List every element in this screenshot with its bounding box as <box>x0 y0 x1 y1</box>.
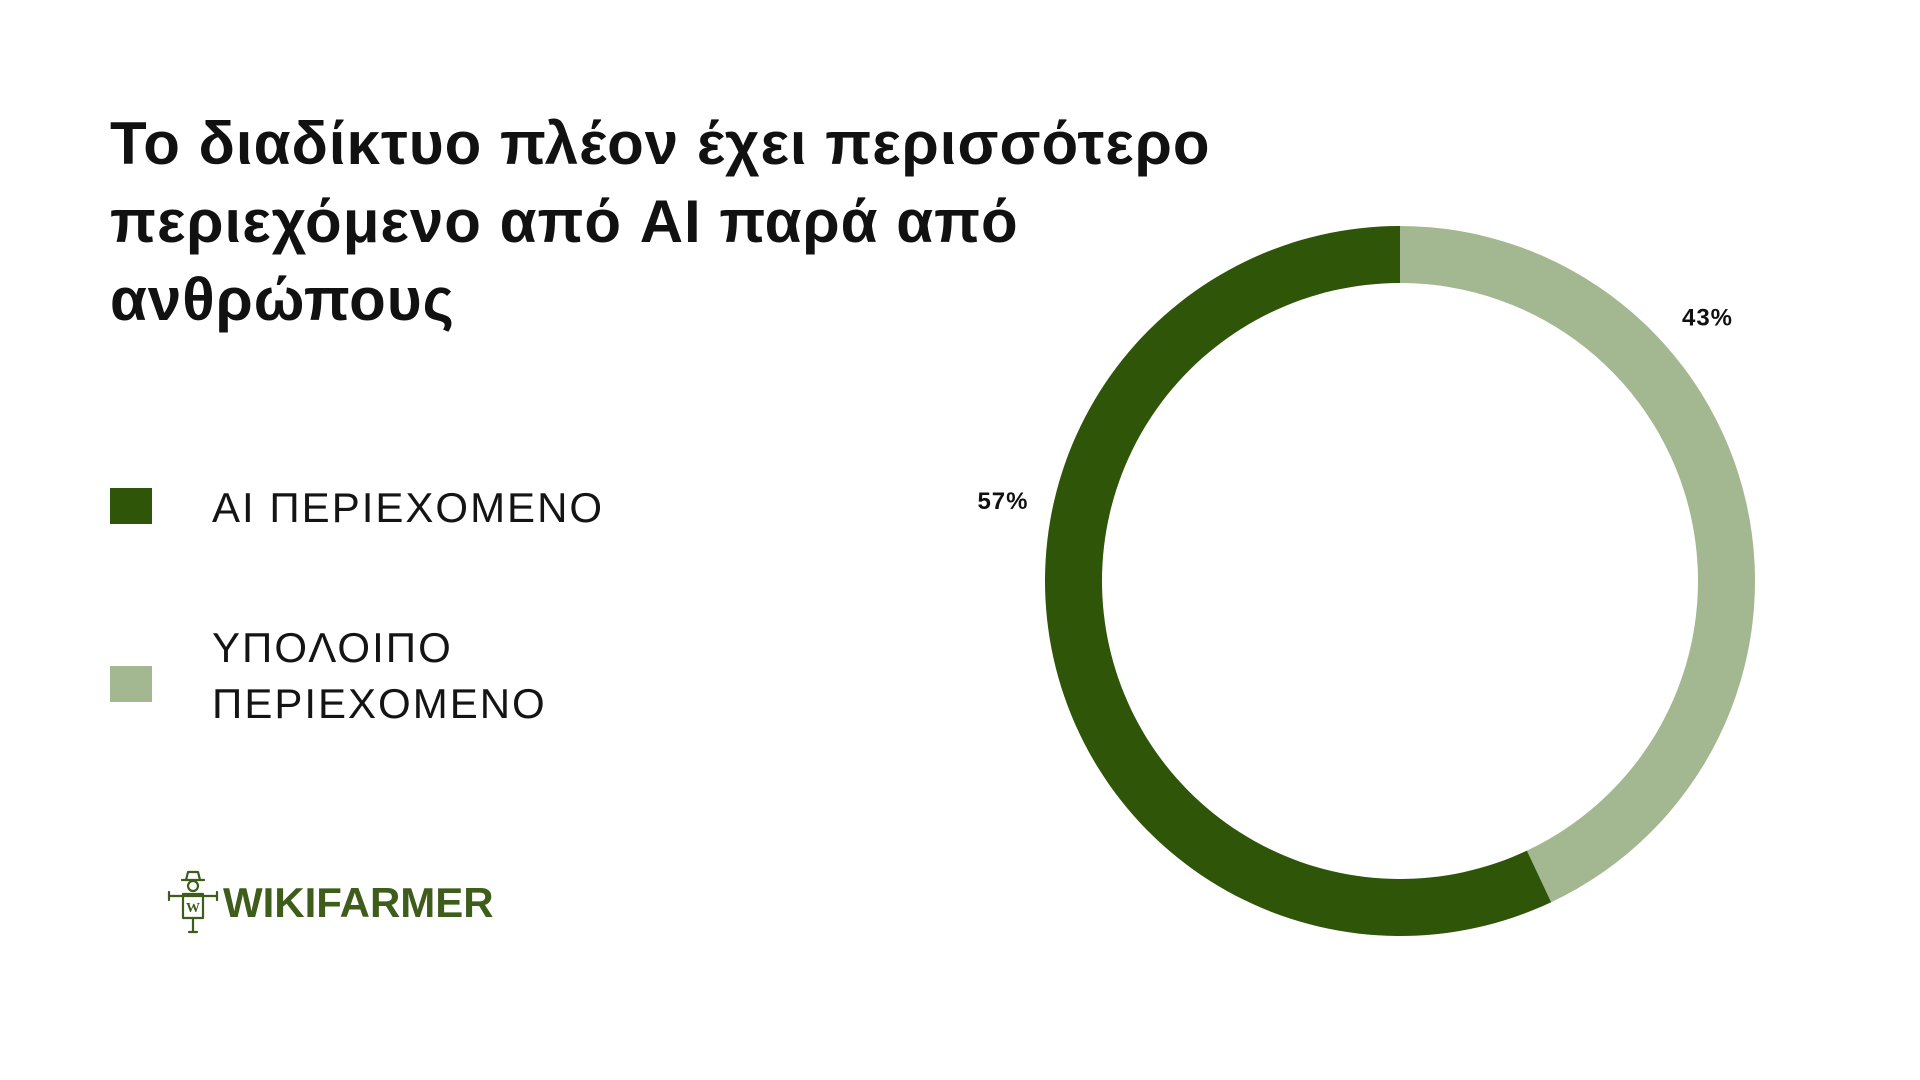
legend-label-other-content: ΥΠΟΛΟΙΠΟ ΠΕΡΙΕΧΟΜΕΝΟ <box>212 624 547 727</box>
legend-label-ai-content: AI ΠΕΡΙΕΧΟΜΕΝΟ <box>212 484 605 531</box>
legend-swatch-other-content <box>110 666 152 702</box>
chart-title: Το διαδίκτυο πλέον έχει περισσότερο περι… <box>110 110 1211 333</box>
donut-data-labels: 43% 57% <box>977 304 1733 515</box>
wikifarmer-logo: W WIKIFARMER <box>165 868 505 938</box>
scarecrow-icon: W <box>167 870 219 934</box>
data-label-ai-content: 57% <box>977 488 1028 515</box>
donut-slices <box>1044 225 1755 937</box>
svg-text:W: W <box>186 901 200 916</box>
logo-wordmark: WIKIFARMER <box>223 879 494 926</box>
legend-swatch-ai-content <box>110 488 152 524</box>
slice-other-content <box>1400 226 1755 903</box>
slice-ai-content <box>1044 225 1552 937</box>
data-label-other-content: 43% <box>1682 304 1733 331</box>
